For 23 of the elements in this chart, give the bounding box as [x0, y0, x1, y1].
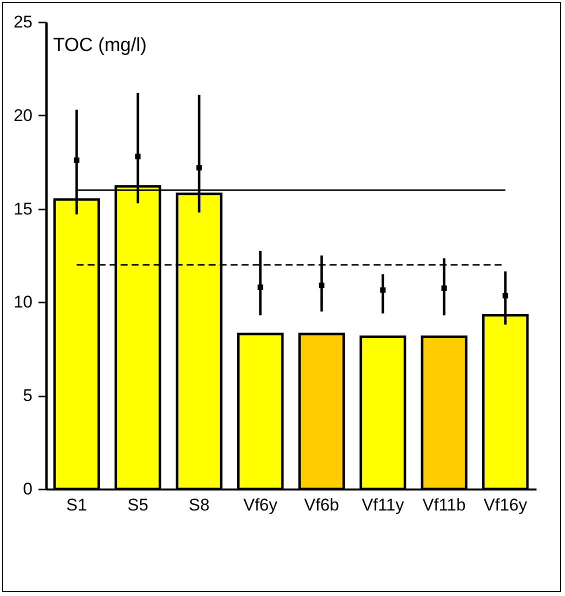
- x-tick-label: Vf16y: [484, 496, 528, 514]
- point: [318, 282, 324, 288]
- y-tick-label: 0: [23, 480, 32, 498]
- text: TOC (mg/l): [53, 35, 147, 56]
- point: [380, 287, 386, 293]
- x-tick-label: Vf11b: [422, 496, 466, 514]
- y-tick-label: 10: [14, 292, 32, 312]
- x-tick-label: S1: [66, 496, 88, 514]
- point: [135, 154, 141, 160]
- y-tick-label: 5: [23, 386, 32, 406]
- point: [258, 284, 264, 290]
- x-tick-label: S5: [127, 496, 148, 514]
- point: [441, 285, 447, 291]
- y-tick-label: 25: [14, 12, 32, 32]
- x-tick-label: S8: [188, 496, 210, 514]
- x-tick-label: Vf6y: [243, 496, 278, 514]
- point: [74, 157, 80, 163]
- y-tick-label: 15: [14, 199, 32, 218]
- x-tick-label: Vf11y: [362, 496, 404, 514]
- x-tick-label: Vf6b: [304, 496, 340, 514]
- y-tick-label: 20: [14, 106, 32, 125]
- point: [196, 164, 202, 170]
- point: [502, 292, 508, 298]
